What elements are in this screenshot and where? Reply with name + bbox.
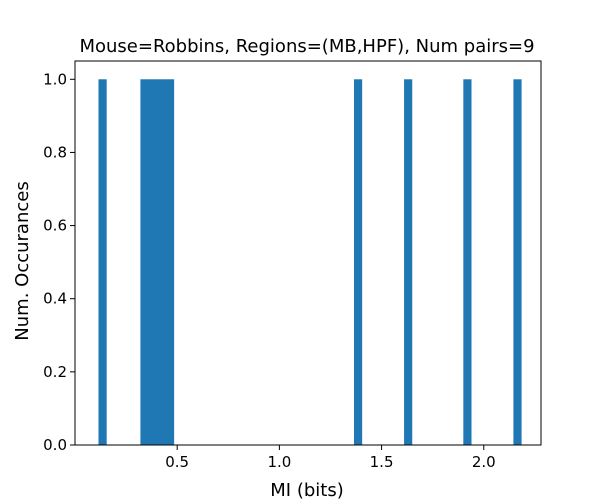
histogram-bar-0 xyxy=(98,79,107,446)
x-tick-label-1: 1.0 xyxy=(267,453,291,471)
plot-frame xyxy=(74,60,542,446)
y-tick-label-2: 0.4 xyxy=(43,290,67,308)
y-tick-label-5: 1.0 xyxy=(43,70,67,88)
x-tick-label-3: 2.0 xyxy=(472,453,496,471)
y-tick-label-3: 0.6 xyxy=(43,217,67,235)
histogram-bar-1 xyxy=(140,79,175,446)
plot-area: 0.5 1.0 1.5 2.0 0.0 0.2 0.4 0.6 0.8 1.0 xyxy=(43,60,542,471)
x-tick-label-2: 1.5 xyxy=(370,453,394,471)
chart-title: Mouse=Robbins, Regions=(MB,HPF), Num pai… xyxy=(79,36,534,57)
y-tick-label-4: 0.8 xyxy=(43,143,67,161)
histogram-bar-2 xyxy=(353,79,363,446)
histogram-bar-3 xyxy=(404,79,413,446)
x-axis-label: MI (bits) xyxy=(270,480,343,500)
x-tick-label-0: 0.5 xyxy=(165,453,189,471)
histogram-bar-5 xyxy=(513,79,522,446)
y-tick-label-1: 0.2 xyxy=(43,363,67,381)
y-tick-label-0: 0.0 xyxy=(43,436,67,454)
histogram-bar-4 xyxy=(463,79,472,446)
y-axis-label: Num. Occurances xyxy=(12,181,33,340)
